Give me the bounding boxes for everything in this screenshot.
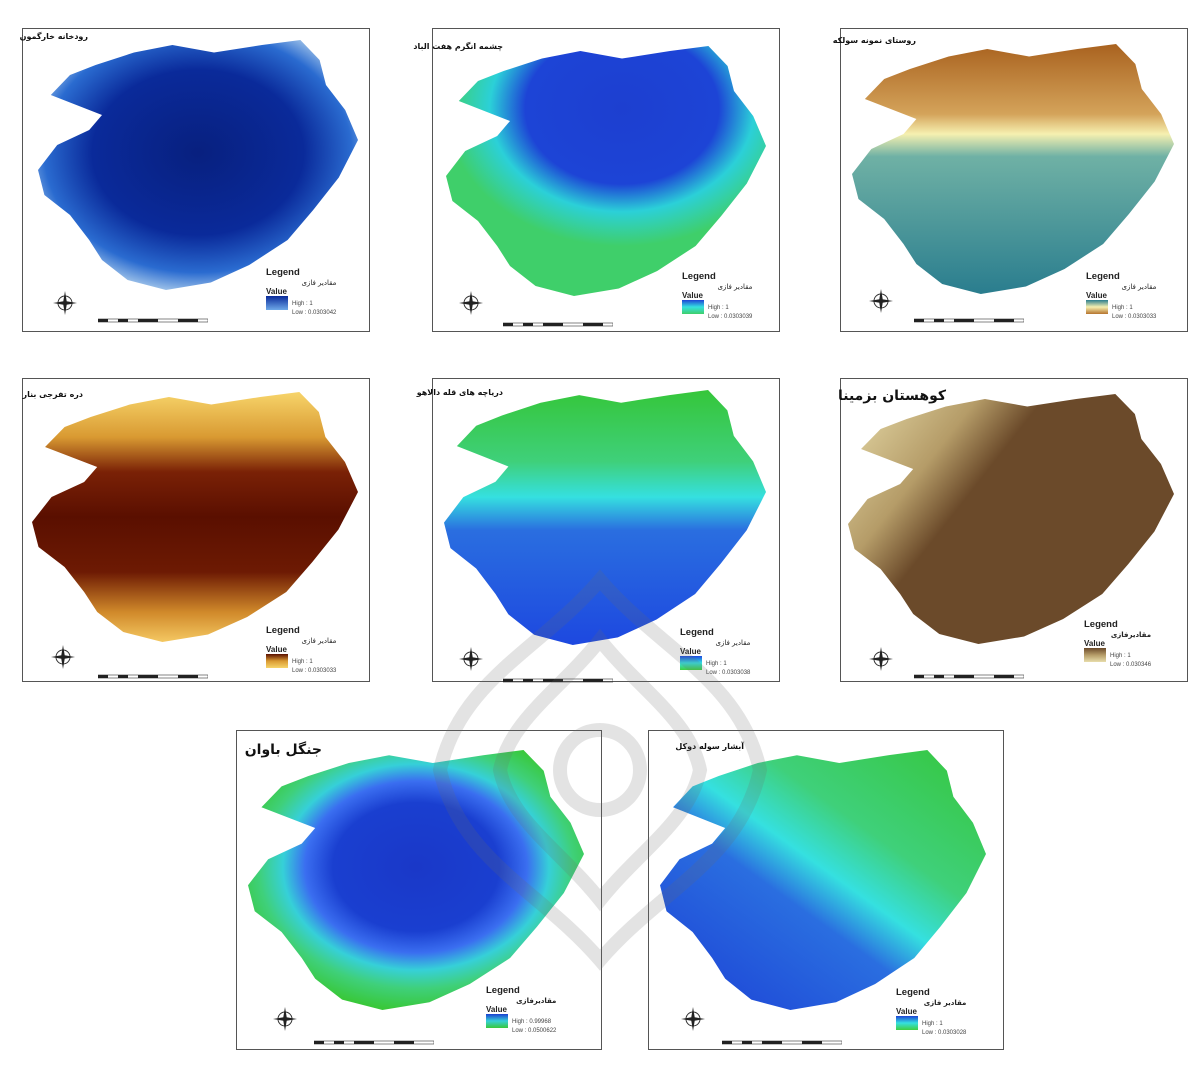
map-title: چشمه انگرم هفت الباد bbox=[413, 42, 503, 51]
north-arrow-icon bbox=[869, 289, 893, 313]
scale-bar bbox=[914, 318, 1024, 323]
legend-value-label: Value bbox=[486, 1004, 507, 1014]
fuzzy-map bbox=[248, 750, 584, 1010]
legend-title: Legend bbox=[1086, 271, 1120, 282]
legend-value-label: Value bbox=[1086, 290, 1107, 300]
legend-title: Legend bbox=[486, 985, 520, 996]
map-legend: Legend مقادیر فازی Value High : 1 Low : … bbox=[266, 625, 337, 675]
legend-value-label: Value bbox=[266, 286, 287, 296]
legend-low: Low : 0.0303038 bbox=[706, 670, 751, 677]
legend-swatch bbox=[1086, 300, 1108, 315]
north-arrow-icon bbox=[459, 291, 483, 315]
legend-subtitle: مقادیر فازی bbox=[301, 636, 337, 645]
legend-high: High : 1 bbox=[708, 305, 729, 312]
map-legend: Legend مقادیر فازی Value High : 1 Low : … bbox=[266, 267, 337, 317]
legend-title: Legend bbox=[682, 271, 716, 282]
map-legend: Legend مقادیرفازی Value High : 1 Low : 0… bbox=[1084, 619, 1152, 669]
legend-subtitle: مقادیر فازی bbox=[923, 998, 967, 1007]
fuzzy-map bbox=[38, 40, 358, 290]
legend-value-label: Value bbox=[1084, 638, 1105, 648]
legend-high: High : 1 bbox=[706, 661, 727, 668]
legend-low: Low : 0.0303042 bbox=[292, 310, 337, 317]
legend-high: High : 1 bbox=[922, 1021, 943, 1028]
map-title: آبشار سوله دوکل bbox=[675, 742, 744, 751]
north-arrow-icon bbox=[51, 645, 75, 669]
legend-value-label: Value bbox=[682, 290, 703, 300]
scale-bar bbox=[914, 674, 1024, 679]
legend-swatch bbox=[680, 656, 702, 671]
map-legend: Legend مقادیرفازی Value High : 0.99968 L… bbox=[486, 985, 557, 1035]
north-arrow-icon bbox=[53, 291, 77, 315]
legend-high: High : 0.99968 bbox=[512, 1019, 552, 1026]
scale-bar bbox=[314, 1040, 434, 1045]
legend-low: Low : 0.0303028 bbox=[922, 1030, 967, 1037]
legend-high: High : 1 bbox=[292, 659, 313, 666]
fuzzy-map bbox=[852, 44, 1174, 294]
map-panel-2: چشمه انگرم هفت الباد Legend مقادیر فازی … bbox=[413, 18, 788, 348]
scale-bar bbox=[98, 318, 208, 323]
legend-low: Low : 0.0500622 bbox=[512, 1028, 557, 1035]
legend-swatch bbox=[896, 1016, 918, 1031]
fuzzy-map bbox=[446, 46, 766, 296]
map-title: دره تفرجی بنار bbox=[22, 390, 83, 399]
scale-bar bbox=[98, 674, 208, 679]
map-legend: Legend مقادیر فازی Value High : 1 Low : … bbox=[896, 987, 967, 1037]
fuzzy-map bbox=[660, 750, 986, 1010]
legend-subtitle: مقادیر فازی bbox=[1121, 282, 1157, 291]
legend-value-label: Value bbox=[266, 644, 287, 654]
north-arrow-icon bbox=[869, 647, 893, 671]
scale-bar bbox=[722, 1040, 842, 1045]
legend-high: High : 1 bbox=[1112, 305, 1133, 312]
legend-high: High : 1 bbox=[292, 301, 313, 308]
map-panel-6: کوهستان بزمینا Legend مقادیرفازی Value H… bbox=[826, 368, 1196, 698]
legend-subtitle: مقادیرفازی bbox=[1110, 630, 1152, 639]
legend-subtitle: مقادیر فازی bbox=[301, 278, 337, 287]
legend-subtitle: مقادیرفازی bbox=[516, 996, 557, 1005]
map-title: جنگل باوان bbox=[244, 742, 322, 758]
map-title: روستای نمونه سولکه bbox=[832, 36, 916, 45]
map-panel-1: رودخانه خارگمون Legend مقادیر فازی Value… bbox=[8, 18, 378, 348]
map-legend: Legend مقادیر فازی Value High : 1 Low : … bbox=[1086, 271, 1157, 321]
fuzzy-map bbox=[32, 392, 358, 642]
map-legend: Legend مقادیر فازی Value High : 1 Low : … bbox=[682, 271, 753, 321]
legend-title: Legend bbox=[680, 627, 714, 638]
map-legend: Legend مقادیر فازی Value High : 1 Low : … bbox=[680, 627, 751, 677]
map-panel-8: آبشار سوله دوکل Legend مقادیر فازی Value… bbox=[634, 720, 1014, 1064]
legend-title: Legend bbox=[266, 625, 300, 636]
legend-low: Low : 0.0303033 bbox=[1112, 314, 1157, 321]
north-arrow-icon bbox=[459, 647, 483, 671]
legend-low: Low : 0.030346 bbox=[1110, 662, 1152, 669]
scale-bar bbox=[503, 322, 613, 327]
legend-swatch bbox=[486, 1014, 508, 1029]
fuzzy-map bbox=[848, 394, 1174, 644]
legend-title: Legend bbox=[896, 987, 930, 998]
map-title: دریاچه های قله دالاهو bbox=[416, 388, 503, 397]
map-panel-7: جنگل باوان Legend مقادیرفازی Value High … bbox=[222, 720, 612, 1064]
legend-swatch bbox=[1084, 648, 1106, 663]
scale-bar bbox=[503, 678, 613, 683]
north-arrow-icon bbox=[273, 1007, 297, 1031]
legend-low: Low : 0.0303039 bbox=[708, 314, 753, 321]
legend-swatch bbox=[266, 654, 288, 669]
legend-swatch bbox=[682, 300, 704, 315]
fuzzy-map bbox=[444, 390, 766, 645]
map-panel-4: دره تفرجی بنار Legend مقادیر فازی Value … bbox=[8, 368, 378, 698]
legend-high: High : 1 bbox=[1110, 653, 1131, 660]
legend-title: Legend bbox=[1084, 619, 1118, 630]
legend-value-label: Value bbox=[896, 1006, 917, 1016]
legend-swatch bbox=[266, 296, 288, 311]
legend-title: Legend bbox=[266, 267, 300, 278]
map-title: رودخانه خارگمون bbox=[19, 32, 88, 41]
map-title: کوهستان بزمینا bbox=[838, 388, 946, 404]
legend-subtitle: مقادیر فازی bbox=[717, 282, 753, 291]
legend-subtitle: مقادیر فازی bbox=[715, 638, 751, 647]
map-panel-5: دریاچه های قله دالاهو Legend مقادیر فازی… bbox=[416, 368, 788, 698]
north-arrow-icon bbox=[681, 1007, 705, 1031]
legend-low: Low : 0.0303033 bbox=[292, 668, 337, 675]
map-panel-3: روستای نمونه سولکه Legend مقادیر فازی Va… bbox=[826, 18, 1196, 348]
legend-value-label: Value bbox=[680, 646, 701, 656]
